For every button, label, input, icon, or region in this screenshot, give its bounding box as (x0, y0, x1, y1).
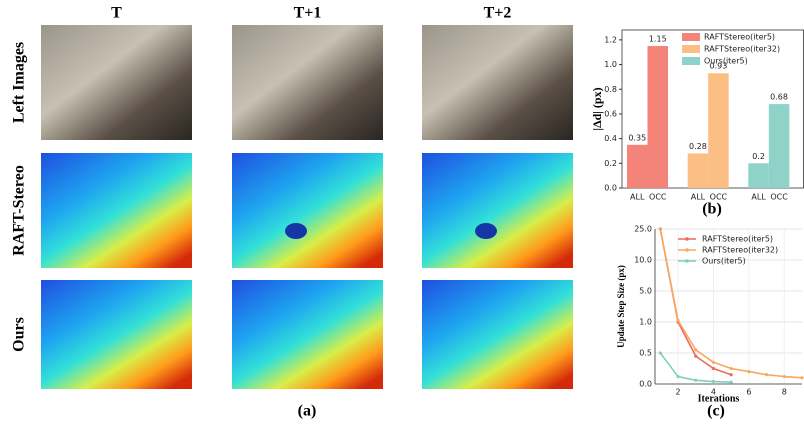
x-tick-label: ALL (630, 193, 645, 202)
y-tick-label: 0.6 (604, 109, 617, 118)
y-tick-label: 0.4 (604, 134, 617, 143)
legend-swatch (682, 45, 700, 53)
x-tick-label: 2 (675, 388, 680, 397)
legend-marker (685, 259, 689, 263)
point (729, 373, 733, 377)
bar (687, 153, 709, 188)
caption: (c) (707, 403, 725, 420)
point (729, 380, 733, 384)
bar (768, 104, 790, 188)
value-label: 0.2 (752, 152, 765, 161)
point (676, 374, 680, 379)
column-header: T+2 (484, 5, 512, 22)
y-tick-label: 10.0 (634, 256, 652, 265)
point (729, 366, 733, 371)
point (676, 318, 680, 323)
legend-label: RAFTStereo(iter5) (702, 235, 773, 244)
legend-swatch (682, 57, 700, 65)
point (711, 366, 716, 371)
value-label: 0.35 (628, 133, 646, 142)
legend-label: RAFTStereo(iter32) (702, 246, 778, 255)
x-tick-label: ALL (751, 193, 766, 202)
disparity-map (41, 153, 192, 268)
x-tick-label: OCC (770, 193, 788, 202)
legend-label: RAFTStereo(iter5) (704, 33, 775, 42)
point (747, 370, 751, 374)
point (782, 374, 786, 379)
row-label: RAFT-Stereo (11, 165, 28, 256)
bar (708, 73, 729, 188)
bar (627, 144, 648, 188)
row-label: Ours (11, 317, 28, 352)
legend-marker (685, 248, 689, 252)
y-tick-label: 1.0 (639, 318, 652, 327)
x-tick-label: OCC (710, 193, 728, 202)
point (694, 348, 698, 352)
y-tick-label: 25.0 (634, 225, 652, 234)
x-tick-label: 6 (746, 388, 751, 397)
y-tick-label: 1.0 (604, 60, 617, 69)
bar (647, 46, 668, 188)
value-label: 0.93 (710, 62, 728, 71)
value-label: 1.15 (649, 35, 667, 44)
left-image (422, 25, 573, 140)
y-axis-label: |Δd| (px) (590, 87, 604, 130)
x-tick-label: OCC (649, 193, 667, 202)
caption: (b) (702, 201, 722, 218)
column-header: T (111, 5, 122, 22)
bar (748, 163, 769, 188)
row-label: Left Images (11, 42, 28, 123)
y-tick-label: 0.2 (604, 159, 617, 168)
x-tick-label: ALL (691, 193, 706, 202)
x-tick-label: 4 (711, 388, 716, 397)
point (711, 360, 716, 364)
y-tick-label: 0.0 (604, 184, 617, 193)
disparity-map (422, 153, 573, 268)
x-tick-label: 8 (782, 388, 787, 397)
point (711, 379, 716, 384)
value-label: 0.28 (689, 142, 707, 151)
artifact (285, 223, 307, 239)
y-axis-label: Update Step Size (px) (616, 265, 626, 348)
column-header: T+1 (294, 5, 322, 22)
disparity-map (422, 280, 573, 389)
y-tick-label: 5.0 (639, 287, 652, 296)
legend-label: RAFTStereo(iter32) (704, 45, 780, 54)
y-tick-label: 0.0 (639, 380, 652, 389)
legend-swatch (682, 33, 700, 41)
disparity-map (232, 153, 383, 268)
value-label: 0.68 (770, 93, 788, 102)
point (764, 373, 769, 377)
legend-label: Ours(iter5) (704, 57, 748, 66)
x-axis-label: Iterations (698, 393, 740, 404)
artifact (475, 223, 497, 239)
disparity-map (232, 280, 383, 389)
disparity-map (41, 280, 192, 389)
y-tick-label: 1.2 (604, 35, 617, 44)
y-tick-label: 0.5 (639, 349, 652, 358)
y-tick-label: 0.8 (604, 85, 617, 94)
legend-marker (685, 237, 689, 241)
caption: (a) (298, 403, 317, 420)
point (800, 376, 804, 380)
point (658, 227, 662, 231)
point (658, 351, 662, 355)
left-image (232, 25, 383, 140)
point (694, 354, 698, 358)
legend-label: Ours(iter5) (702, 257, 746, 266)
point (694, 378, 698, 382)
left-image (41, 25, 192, 140)
